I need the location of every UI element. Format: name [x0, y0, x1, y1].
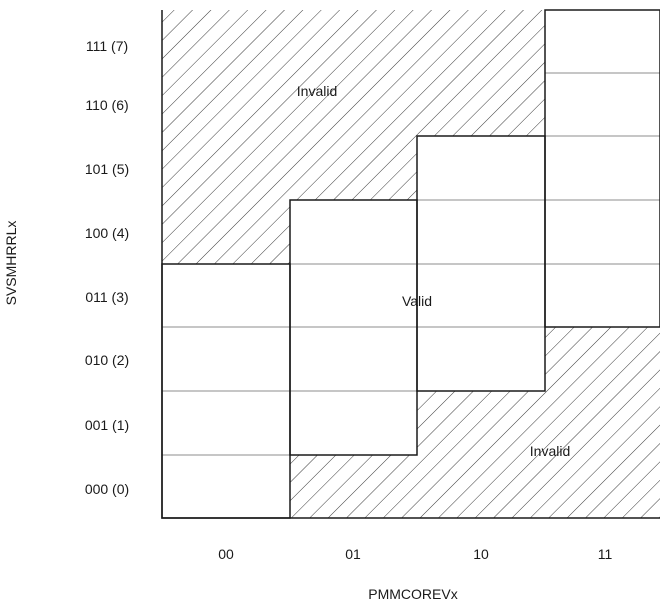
y-tick-label: 011 (3) [85, 289, 128, 305]
x-axis-title: PMMCOREVx [368, 586, 457, 602]
invalid-region-upper [162, 10, 545, 264]
x-tick-label: 00 [218, 546, 234, 562]
y-tick-label: 101 (5) [85, 161, 129, 177]
y-tick-label: 010 (2) [85, 352, 129, 368]
x-tick-label: 01 [345, 546, 361, 562]
y-tick-label: 100 (4) [85, 225, 129, 241]
y-tick-label: 110 (6) [85, 97, 128, 113]
y-tick-labels: 111 (7) 110 (6) 101 (5) 100 (4) 011 (3) … [85, 38, 129, 497]
y-tick-label: 001 (1) [85, 417, 129, 433]
x-tick-label: 10 [473, 546, 489, 562]
region-label-invalid-upper: Invalid [297, 83, 337, 99]
invalid-region-lower [290, 327, 660, 518]
region-label-valid: Valid [402, 293, 432, 309]
x-tick-label: 11 [598, 546, 613, 562]
valid-box-11 [544, 9, 660, 328]
x-tick-labels: 00 01 10 11 [218, 546, 612, 562]
region-label-invalid-lower: Invalid [530, 443, 570, 459]
y-axis-title: SVSMHRRLx [3, 221, 19, 306]
y-tick-label: 000 (0) [85, 481, 129, 497]
y-tick-label: 111 (7) [86, 38, 128, 54]
axes [161, 10, 660, 519]
